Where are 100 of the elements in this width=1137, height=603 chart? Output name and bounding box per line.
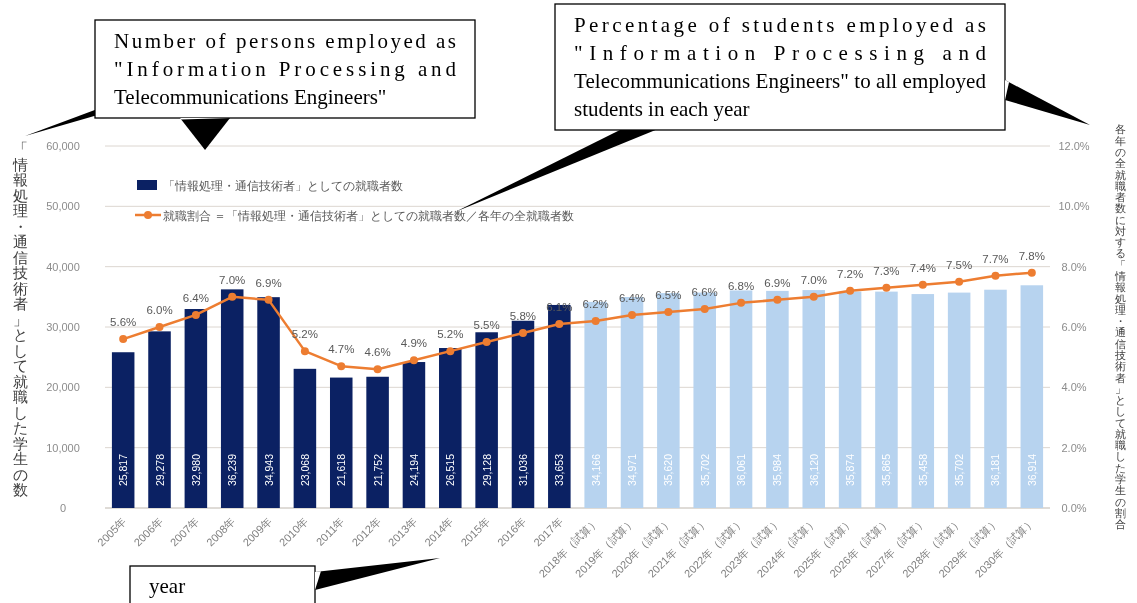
data-label: 7.0% [800,273,827,286]
bar [402,362,426,508]
text: 各年の全就職者数に対する「情報処理・通信技術者」として就職した学生の割合 [1114,123,1126,531]
bar [111,352,135,508]
data-label: 5.8% [509,310,537,323]
y2-tick-label: 0.0% [1061,502,1087,514]
data-label: 5.6% [110,316,137,329]
data-label: 6.9% [255,276,282,289]
data-label: 31,036 [516,453,529,487]
y-tick-label: 20,000 [46,381,80,394]
data-label: 34,166 [589,453,602,487]
data-label: 7.2% [836,267,864,280]
y-tick-label: 10,000 [46,441,80,454]
point [555,319,564,328]
data-label: 4.9% [400,337,428,350]
bar [766,290,789,508]
data-label: 35,865 [880,453,893,487]
data-label: 36,181 [989,453,1002,487]
data-label: 6.8% [727,279,755,292]
point [119,335,128,344]
y2-tick-label: 8.0% [1061,260,1087,273]
data-label: 6.4% [182,291,209,304]
point [191,310,200,319]
data-label: 34,971 [626,453,639,487]
point [955,277,964,286]
point [846,286,855,295]
data-label: 35,874 [844,453,857,487]
data-label: 5.5% [473,319,500,332]
y2-tick-label: 2.0% [1061,441,1087,454]
bar [838,291,862,508]
data-label: 5.2% [291,328,319,341]
legend-label: 就職割合 ＝「情報処理・通信技術者」としての就職者数／各年の全就職者数 [163,209,575,223]
bar [257,297,280,508]
data-label: 29,128 [480,453,493,487]
point [700,304,709,313]
bar [511,320,535,508]
bar [802,290,826,508]
bar [584,301,607,508]
data-label: 35,702 [698,453,711,487]
data-label: 23,068 [298,453,311,487]
point [337,362,346,371]
y-tick-label: 0 [59,502,67,514]
point [991,271,1000,280]
data-label: 21,618 [335,453,348,487]
bar [548,304,571,508]
bar [657,293,680,508]
point [409,356,418,365]
data-label: 25,817 [117,453,130,487]
bar [984,289,1007,508]
point [773,295,782,304]
text: 「情報処理・通信技術者」として就職した学生の数 [12,140,28,498]
y-tick-label: 40,000 [46,260,80,273]
data-label: 36,061 [735,453,748,487]
point [664,307,673,316]
point [628,310,637,319]
data-label: 35,984 [771,453,784,487]
bar [947,292,971,508]
point [446,347,455,356]
bar [293,368,317,508]
data-label: 36,239 [226,453,239,487]
point [373,365,382,374]
bar [148,331,171,508]
point [1027,268,1036,277]
point [155,323,164,331]
data-label: 6.2% [582,297,609,310]
bar [439,348,462,508]
point [300,347,309,356]
data-label: 34,943 [262,453,275,487]
data-label: 6.9% [764,276,791,289]
y-tick-label: 50,000 [46,200,80,213]
data-label: 36,120 [807,453,820,487]
point [264,295,273,304]
y2-tick-label: 6.0% [1061,321,1087,333]
bar [911,294,935,508]
data-label: 35,702 [953,453,966,487]
point [882,283,891,292]
data-label: 26,515 [444,453,457,487]
point [518,329,527,338]
data-label: 4.6% [364,346,391,359]
y2-tick-label: 10.0% [1058,200,1090,213]
data-label: 7.7% [982,252,1009,265]
data-label: 33,653 [553,453,566,487]
data-label: 7.5% [946,258,973,271]
bar [1020,285,1044,508]
bar [184,309,208,508]
bar [220,289,244,508]
bar [366,376,389,508]
legend-label: 「情報処理・通信技術者」としての就職者数 [163,179,403,192]
point [228,292,237,301]
data-label: 7.8% [1018,249,1045,262]
data-label: 32,980 [189,453,202,487]
bar [729,290,753,508]
point [591,316,600,325]
data-label: 24,194 [407,453,420,487]
data-label: 5.2% [437,328,464,341]
data-label: 6.6% [691,285,718,298]
data-label: 7.3% [873,264,900,277]
data-label: 36,914 [1025,453,1038,487]
data-label: 6.0% [146,304,173,316]
point [809,292,818,301]
